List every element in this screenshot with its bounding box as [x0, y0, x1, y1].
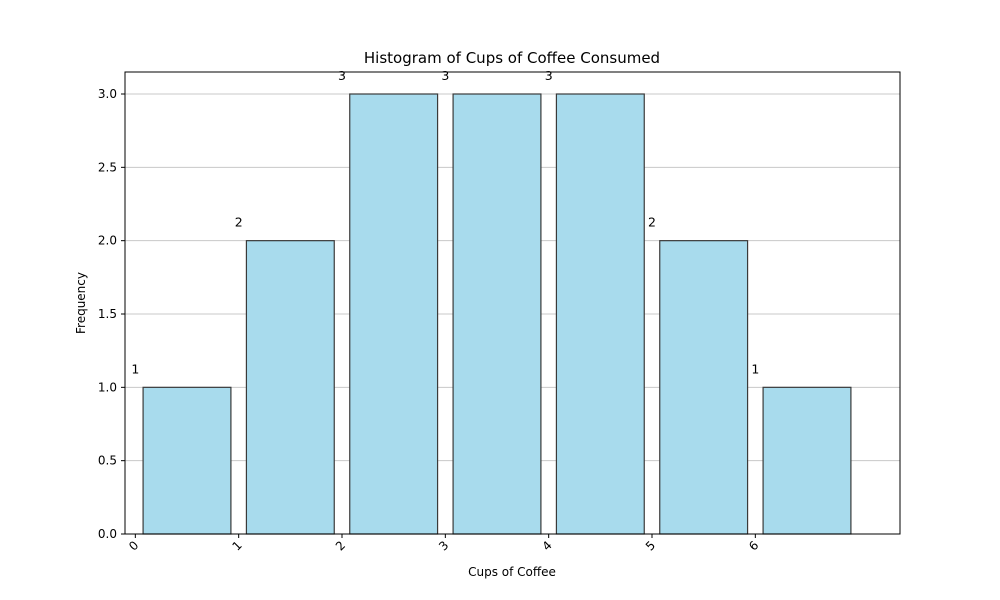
- histogram-bar: [245, 240, 335, 535]
- x-tick-label: 5: [643, 538, 658, 553]
- bar-value-label: 1: [131, 361, 139, 376]
- histogram-bar: [555, 93, 645, 535]
- y-tick-label: 1.0: [98, 380, 117, 394]
- bar-value-label: 3: [441, 68, 449, 83]
- x-axis-label: Cups of Coffee: [468, 565, 556, 579]
- bar-value-label: 1: [751, 361, 759, 376]
- y-tick-label: 3.0: [98, 87, 117, 101]
- y-axis: 0.0 0.5 1.0 1.5 2.0 2.5 3.0: [98, 87, 125, 541]
- plot-frame: [124, 71, 901, 535]
- y-tick-label: 2.0: [98, 234, 117, 248]
- histogram-bar: [452, 93, 542, 535]
- bar-value-label: 3: [338, 68, 346, 83]
- y-tick-label: 1.5: [98, 307, 117, 321]
- y-axis-label: Frequency: [74, 272, 88, 334]
- y-tick-label: 0.5: [98, 454, 117, 468]
- x-axis: 0 1 2 3 4 5 6: [126, 534, 761, 554]
- histogram-bar: [142, 386, 232, 535]
- histogram-bar: [762, 386, 852, 535]
- x-tick-label: 2: [333, 538, 348, 553]
- y-tick-label: 2.5: [98, 160, 117, 174]
- y-tick-label: 0.0: [98, 527, 117, 541]
- bar-value-label: 3: [545, 68, 553, 83]
- x-tick-label: 1: [229, 538, 244, 553]
- chart-title: Histogram of Cups of Coffee Consumed: [364, 49, 660, 67]
- x-tick-label: 0: [126, 538, 141, 553]
- x-tick-label: 3: [436, 538, 451, 553]
- bars: [142, 93, 852, 535]
- x-tick-label: 6: [746, 538, 761, 553]
- bar-value-label: 2: [648, 215, 656, 230]
- data-labels: 1 2 3 3 3 2 1: [131, 68, 759, 376]
- bar-value-label: 2: [235, 215, 243, 230]
- histogram-bar: [349, 93, 439, 535]
- x-tick-label: 4: [539, 538, 554, 553]
- histogram-bar: [659, 240, 749, 535]
